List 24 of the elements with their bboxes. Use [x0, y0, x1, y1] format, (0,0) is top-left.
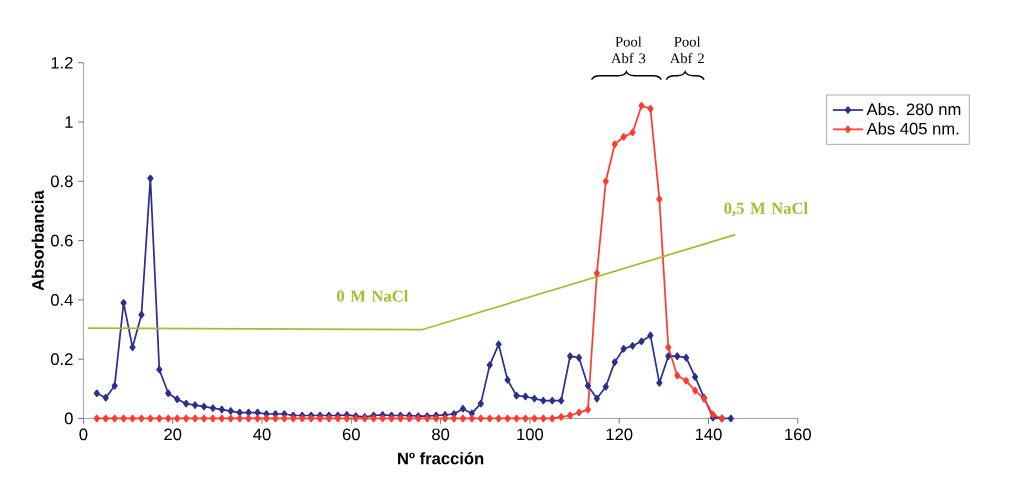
y-tick-label: 0.6	[50, 234, 73, 247]
x-tick-label: 100	[517, 428, 544, 441]
y-tick-label: 0.8	[50, 175, 73, 188]
x-tick-label: 120	[606, 428, 633, 441]
y-axis-title: Absorbancia	[31, 190, 44, 291]
x-tick-label: 40	[253, 428, 271, 441]
annotation: 0,5 M NaCl	[724, 202, 808, 217]
annotation: Pool Abf 2	[669, 36, 704, 64]
annotation: Pool Abf 3	[611, 36, 646, 64]
y-tick-label: 1	[65, 116, 73, 128]
x-tick-label: 80	[432, 428, 450, 441]
x-tick-label: 20	[164, 428, 182, 441]
y-tick-label: 0.4	[50, 293, 73, 306]
legend-label: Abs. 280 nm	[866, 102, 961, 116]
annotation: 0 M NaCl	[337, 289, 409, 302]
x-tick-label: 60	[342, 428, 360, 441]
legend-label: Abs 405 nm.	[866, 122, 959, 135]
x-tick-label: 140	[695, 428, 722, 441]
x-tick-label: 160	[785, 428, 811, 441]
y-tick-label: 0.2	[50, 353, 73, 365]
x-axis-title: Nº fracción	[398, 451, 484, 465]
y-tick-label: 1.2	[51, 56, 73, 69]
x-tick-label: 0	[79, 428, 88, 441]
y-tick-label: 0	[64, 412, 73, 425]
